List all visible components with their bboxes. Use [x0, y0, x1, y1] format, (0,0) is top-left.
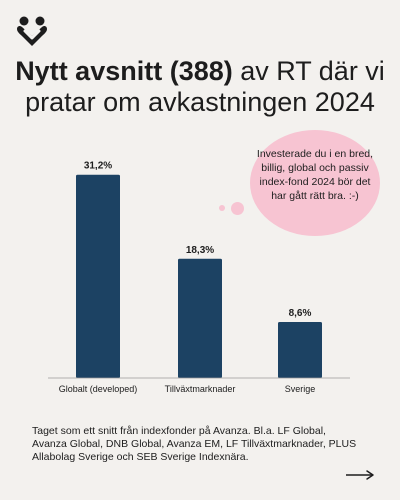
category-label-2: Tillväxtmarknader [165, 384, 236, 394]
bar-1 [76, 174, 120, 378]
bar-3 [278, 321, 322, 378]
category-label-3: Sverige [285, 384, 316, 394]
value-label-2: 18,3% [186, 245, 214, 256]
speech-bubble [250, 130, 380, 236]
title-rest: av RT där vi pratar om avkastningen 2024 [25, 56, 385, 117]
category-label-1: Globalt (developed) [59, 384, 138, 394]
title-bold: Nytt avsnitt (388) [15, 56, 233, 86]
value-label-3: 8,6% [289, 308, 312, 319]
bubble-text: Investerade du i en bred, billig, global… [256, 148, 374, 202]
bar-2 [178, 258, 222, 378]
bubble-dot-large [231, 202, 244, 215]
bubble-dot-small [219, 205, 225, 211]
value-label-1: 31,2% [84, 161, 112, 172]
footnote: Taget som ett snitt från indexfonder på … [32, 425, 357, 463]
arrow-right-icon[interactable] [345, 469, 375, 481]
page-title: Nytt avsnitt (388) av RT där vi pratar o… [0, 56, 400, 118]
people-heart-logo [17, 16, 47, 46]
